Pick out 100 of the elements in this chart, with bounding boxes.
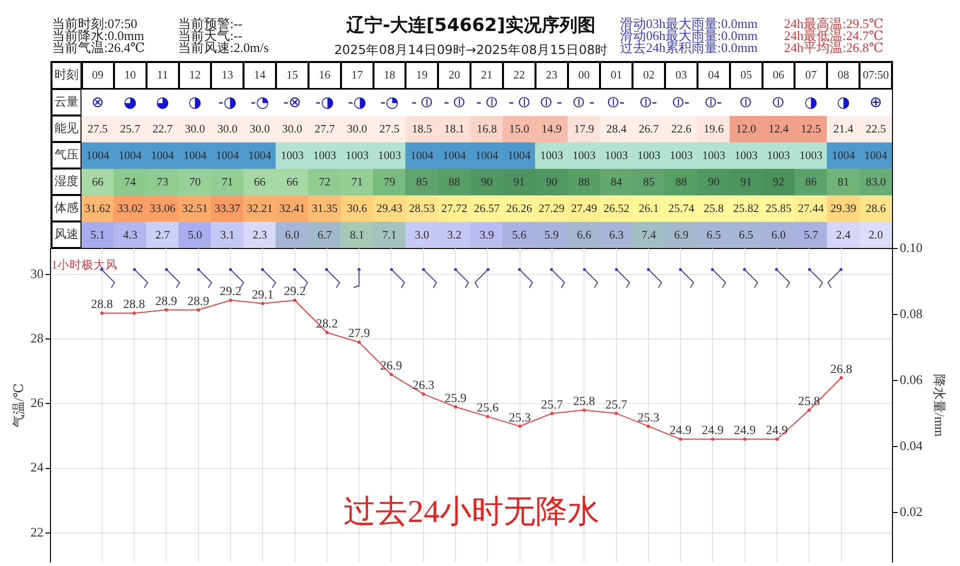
data-label: 25.8 <box>704 202 724 215</box>
data-label: 24.9 <box>766 423 788 438</box>
data-label: 71 <box>351 176 364 188</box>
data-label: 83.0 <box>866 176 886 188</box>
data-label: 26.7 <box>638 123 660 136</box>
x-axis-title: 时刻 <box>54 68 78 82</box>
data-label: 16.8 <box>476 123 498 136</box>
data-label: 5.0 <box>188 229 202 242</box>
data-label: 72 <box>318 176 331 188</box>
data-label: 26.8 <box>830 362 852 376</box>
data-label: 5.7 <box>804 229 818 242</box>
data-label: 24.9 <box>670 423 692 438</box>
text: -◔ <box>380 93 399 112</box>
data-label: 27.72 <box>441 202 468 215</box>
data-label: 5.1 <box>90 229 106 242</box>
data-label: 1003 <box>378 150 402 162</box>
y-tick-label: 湿度 <box>54 174 78 188</box>
data-label: 1004 <box>832 150 856 162</box>
point <box>518 424 522 428</box>
data-label: 7.4 <box>642 229 656 242</box>
data-label: 27.5 <box>88 123 108 136</box>
data-label: 88 <box>676 176 688 188</box>
y-tick-label: 26 <box>30 395 44 410</box>
data-label: 6.5 <box>738 229 754 242</box>
data-label: 1004 <box>442 150 466 162</box>
data-label: 28.9 <box>187 294 210 308</box>
data-label: 2.3 <box>252 229 268 242</box>
data-label: 26.3 <box>412 378 434 392</box>
data-label: 26.1 <box>638 202 660 215</box>
text: - ⦶ <box>444 93 465 112</box>
data-label: 1004 <box>508 150 531 162</box>
data-label: 1003 <box>313 150 336 162</box>
data-label: 8.1 <box>350 229 365 242</box>
data-label: 27.5 <box>379 123 400 136</box>
annotation: 过去24小时无降水 <box>344 493 600 530</box>
data-label: 1003 <box>767 150 790 162</box>
data-label: 25.85 <box>766 202 792 215</box>
data-label: 1003 <box>702 150 726 162</box>
data-label: 26.57 <box>474 202 500 215</box>
text: - ⦶ <box>508 93 530 112</box>
data-label: 1004 <box>475 150 498 162</box>
x-tick-label: 06 <box>772 70 785 82</box>
data-label: 1004 <box>216 150 240 162</box>
point <box>582 408 586 412</box>
data-label: 4.3 <box>122 229 138 242</box>
data-label: 92 <box>772 176 785 188</box>
text: ⊗ <box>91 93 104 112</box>
y-tick-label: 能见 <box>54 120 78 135</box>
text: -◑ <box>218 93 237 112</box>
text: ⦶ <box>740 93 752 112</box>
point <box>261 302 264 306</box>
y-axis-title: 气温/℃ <box>11 383 26 428</box>
text: ⦶- <box>640 93 658 112</box>
y2-tick-label: 0.02 <box>900 504 922 519</box>
point <box>486 414 490 418</box>
data-label: 30.0 <box>184 123 206 136</box>
x-tick-label: 18 <box>384 70 396 82</box>
data-label: 6.5 <box>706 229 722 242</box>
data-label: 28.8 <box>123 297 146 312</box>
y-tick-label: 24 <box>30 460 44 475</box>
data-label: 28.6 <box>866 202 886 215</box>
data-label: 12.0 <box>736 123 756 136</box>
data-label: 29.39 <box>830 202 857 215</box>
text: ⦶- <box>705 93 722 112</box>
x-tick-label: 15 <box>286 70 298 82</box>
data-label: 22.7 <box>152 123 173 136</box>
data-label: 6.0 <box>771 229 786 242</box>
data-label: 32.21 <box>246 202 273 215</box>
text: - ⦶ <box>476 93 498 112</box>
data-label: 91 <box>513 176 526 188</box>
text: -⊗ <box>283 93 302 112</box>
data-label: 25.3 <box>637 410 660 424</box>
x-tick-label: 01 <box>610 70 622 82</box>
data-label: 6.0 <box>285 229 300 242</box>
data-label: 25.6 <box>476 400 499 415</box>
x-tick-label: 08 <box>838 70 850 82</box>
text: 当前预警:-- <box>178 16 242 30</box>
data-label: 2.7 <box>155 229 170 242</box>
y-tick-label: 云量 <box>54 94 78 108</box>
point <box>678 438 682 441</box>
data-label: 28.8 <box>90 297 113 312</box>
data-label: 1003 <box>572 150 596 162</box>
data-label: 27.29 <box>538 202 565 215</box>
data-label: 24.9 <box>702 423 724 438</box>
text: 辽宁-大连[54662]实况序列图 <box>346 15 596 36</box>
text: -◑ <box>315 93 334 112</box>
data-label: 32.51 <box>182 202 208 215</box>
data-label: 7.1 <box>382 229 397 242</box>
text: ◑ <box>188 93 202 112</box>
data-label: 86 <box>805 176 817 188</box>
point <box>646 424 650 428</box>
data-label: 29.1 <box>252 287 274 302</box>
x-tick-label: 07:50 <box>862 70 890 82</box>
data-label: 81 <box>838 176 850 188</box>
data-label: 3.1 <box>220 229 235 242</box>
data-label: 25.7 <box>120 123 140 136</box>
x-tick-label: 10 <box>124 70 136 82</box>
y2-axis-title: 降水量/mm <box>932 374 947 437</box>
data-label: 32.41 <box>279 202 306 215</box>
data-label: 1003 <box>734 150 758 162</box>
